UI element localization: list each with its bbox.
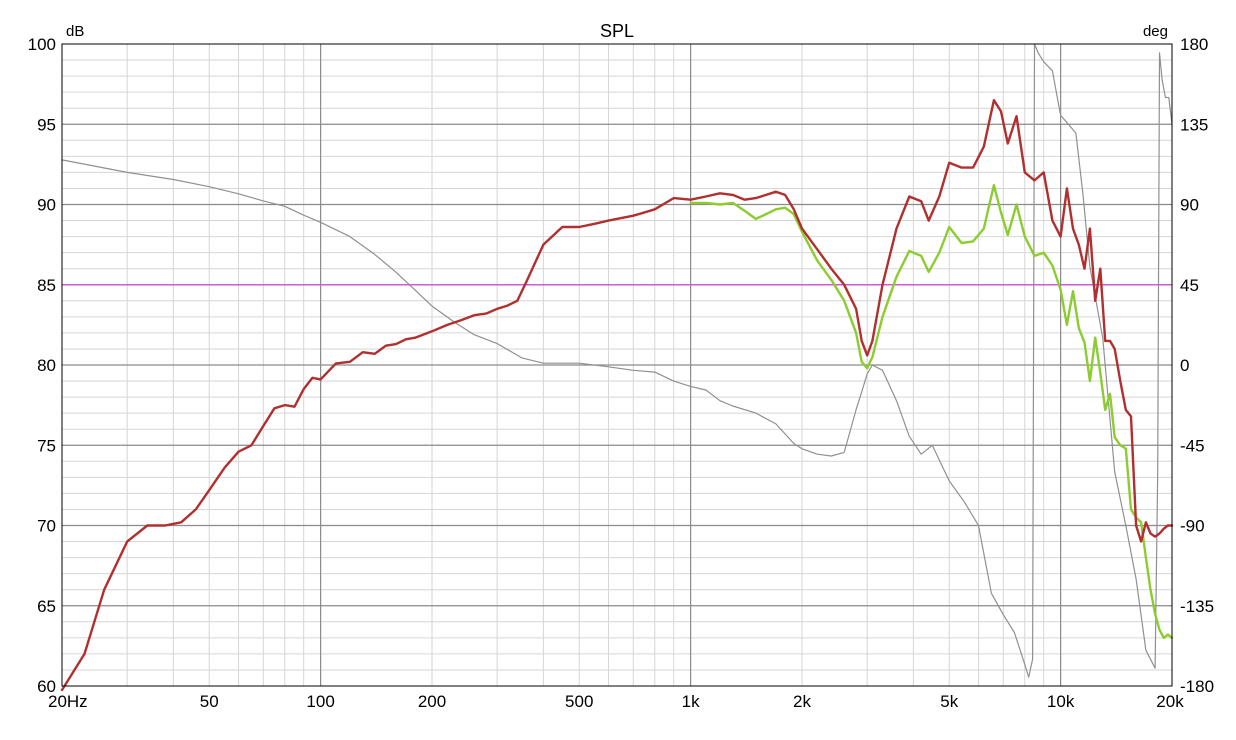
y2-axis-labels: 180 135 90 45 0 -45 -90 -135 -180 xyxy=(1180,35,1214,696)
y2-tick-label: 135 xyxy=(1180,115,1208,134)
y2-tick-label: 0 xyxy=(1180,356,1189,375)
series-layer xyxy=(60,43,1174,692)
y2-tick-label: 45 xyxy=(1180,276,1199,295)
y-tick-label: 100 xyxy=(28,35,56,54)
x-tick-label: 20Hz xyxy=(48,692,88,711)
y-axis-labels: 100 95 90 85 80 75 70 65 60 xyxy=(28,35,56,696)
y-tick-label: 65 xyxy=(37,597,56,616)
x-tick-label: 20k xyxy=(1156,692,1184,711)
y2-tick-label: -135 xyxy=(1180,597,1214,616)
x-tick-label: 200 xyxy=(418,692,446,711)
y-tick-label: 85 xyxy=(37,276,56,295)
y2-tick-label: -90 xyxy=(1180,517,1205,536)
x-tick-label: 50 xyxy=(200,692,219,711)
y2-tick-label: 180 xyxy=(1180,35,1208,54)
series-line-1 xyxy=(689,184,1174,640)
y-tick-label: 95 xyxy=(37,115,56,134)
y2-tick-label: 90 xyxy=(1180,196,1199,215)
y-tick-label: 80 xyxy=(37,356,56,375)
x-tick-label: 2k xyxy=(793,692,811,711)
right-axis-unit: deg xyxy=(1143,23,1168,40)
y-tick-label: 90 xyxy=(37,196,56,215)
y2-tick-label: -180 xyxy=(1180,677,1214,696)
y-tick-label: 75 xyxy=(37,436,56,455)
x-tick-label: 100 xyxy=(306,692,334,711)
series-line-2 xyxy=(61,43,1173,678)
x-tick-label: 500 xyxy=(565,692,593,711)
y2-tick-label: -45 xyxy=(1180,436,1205,455)
y-tick-label: 60 xyxy=(37,677,56,696)
plot-frame xyxy=(61,43,1173,687)
x-tick-label: 1k xyxy=(682,692,700,711)
x-tick-label: 10k xyxy=(1047,692,1075,711)
x-tick-label: 5k xyxy=(940,692,958,711)
chart-title: SPL xyxy=(600,21,634,41)
x-axis-labels: 20Hz 50 100 200 500 1k 2k 5k 10k 20k xyxy=(48,692,1184,711)
left-axis-unit: dB xyxy=(66,23,84,40)
y-tick-label: 70 xyxy=(37,517,56,536)
series-line-0 xyxy=(60,99,1174,692)
